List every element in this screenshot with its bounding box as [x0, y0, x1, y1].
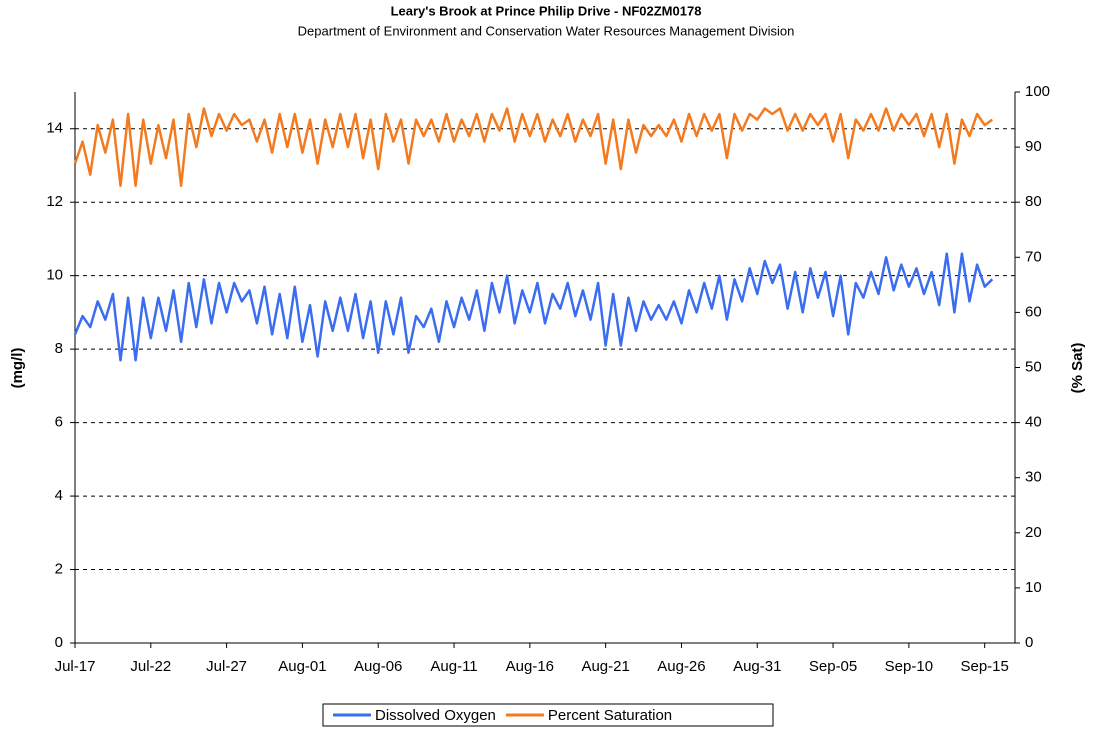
y2-tick-label: 30 [1025, 469, 1042, 486]
y2-tick-label: 100 [1025, 83, 1050, 100]
legend-label: Percent Saturation [548, 707, 672, 724]
y-tick-label: 4 [55, 487, 63, 504]
data-line [73, 252, 994, 362]
x-tick-label: Jul-27 [206, 658, 247, 675]
y-tick-label: 8 [55, 340, 63, 357]
x-tick-label: Aug-21 [581, 658, 629, 675]
x-tick-label: Sep-05 [809, 658, 857, 675]
x-tick-label: Aug-26 [657, 658, 705, 675]
x-tick-label: Aug-11 [430, 658, 477, 675]
y2-tick-label: 50 [1025, 358, 1042, 375]
x-tick-label: Aug-16 [506, 658, 554, 675]
legend-box [322, 703, 774, 727]
x-tick-label: Sep-15 [960, 658, 1008, 675]
y2-tick-label: 90 [1025, 138, 1042, 155]
x-tick-label: Aug-06 [354, 658, 402, 675]
y2-tick-label: 40 [1025, 414, 1042, 431]
x-tick-label: Aug-31 [733, 658, 781, 675]
y2-axis-label: (% Sat) [1069, 343, 1086, 394]
chart-title: Leary's Brook at Prince Philip Drive - N… [391, 3, 702, 18]
y2-tick-label: 10 [1025, 579, 1042, 596]
x-tick-label: Sep-10 [885, 658, 933, 675]
x-tick-label: Aug-01 [278, 658, 326, 675]
y2-tick-label: 0 [1025, 634, 1033, 651]
data-line [73, 107, 994, 187]
y-tick-label: 0 [55, 634, 63, 651]
x-tick-label: Jul-22 [130, 658, 171, 675]
y2-tick-label: 60 [1025, 303, 1042, 320]
legend-label: Dissolved Oxygen [375, 707, 496, 724]
y2-tick-label: 70 [1025, 248, 1042, 265]
x-tick-label: Jul-17 [55, 658, 96, 675]
y-tick-label: 10 [46, 267, 63, 284]
y-tick-label: 2 [55, 561, 63, 578]
y-tick-label: 6 [55, 414, 63, 431]
y-tick-label: 12 [46, 193, 63, 210]
y-tick-label: 14 [46, 120, 63, 137]
y2-tick-label: 20 [1025, 524, 1042, 541]
y2-tick-label: 80 [1025, 193, 1042, 210]
y-axis-label: (mg/l) [9, 348, 26, 389]
chart-subtitle: Department of Environment and Conservati… [298, 23, 795, 38]
